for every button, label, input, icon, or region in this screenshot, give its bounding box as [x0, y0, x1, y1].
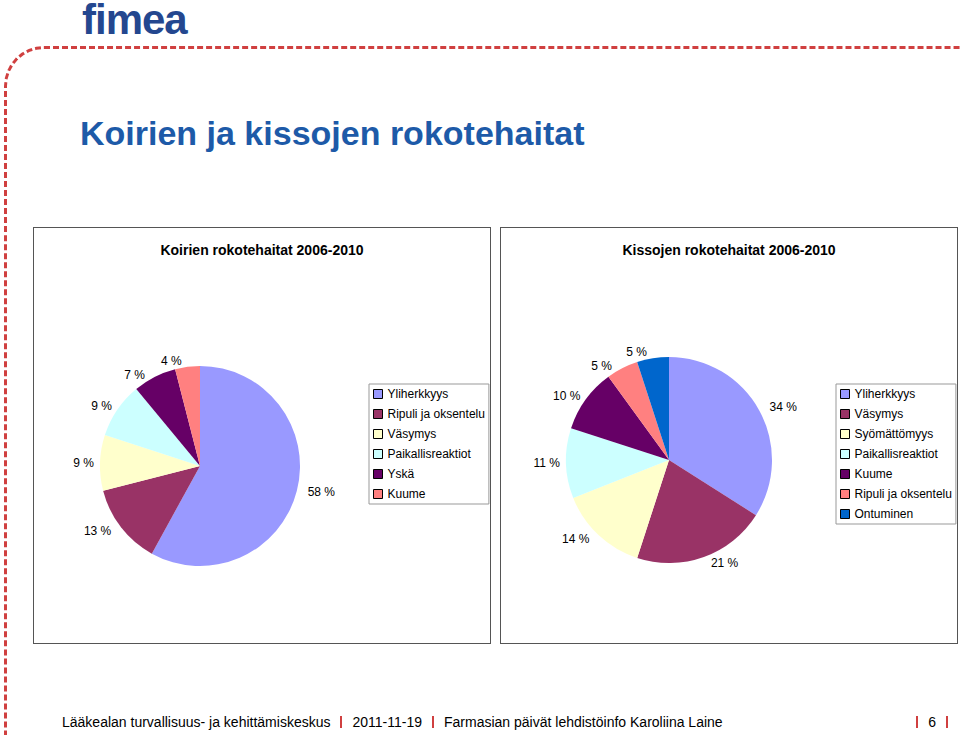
svg-text:Ontuminen: Ontuminen — [855, 507, 914, 521]
svg-text:Yliherkkyys: Yliherkkyys — [855, 387, 916, 401]
html-text:Farmasian päivät lehdistöinfo: Farmasian päivät lehdistöinfo Karoliina … — [444, 714, 723, 730]
svg-text:Kissojen rokotehaitat 2006-201: Kissojen rokotehaitat 2006-2010 — [622, 242, 835, 258]
svg-text:Ripuli ja oksentelu: Ripuli ja oksentelu — [855, 487, 952, 501]
svg-text:4 %: 4 % — [161, 354, 182, 368]
html-text:2011-11-19: 2011-11-19 — [352, 714, 422, 730]
svg-text:Kuume: Kuume — [388, 487, 426, 501]
svg-text:Kuume: Kuume — [855, 467, 893, 481]
svg-text:Koirien rokotehaitat 2006-2010: Koirien rokotehaitat 2006-2010 — [160, 242, 363, 258]
svg-text:13 %: 13 % — [84, 524, 112, 538]
svg-text:Väsymys: Väsymys — [855, 407, 904, 421]
html-text:Koirien ja kissojen rokotehait: Koirien ja kissojen rokotehaitat — [80, 114, 585, 152]
svg-text:Yliherkkyys: Yliherkkyys — [388, 387, 449, 401]
svg-text:7 %: 7 % — [124, 368, 145, 382]
svg-text:5 %: 5 % — [591, 359, 612, 373]
svg-text:34 %: 34 % — [770, 400, 798, 414]
html-text:Lääkealan turvallisuus- ja keh: Lääkealan turvallisuus- ja kehittämiskes… — [62, 714, 331, 730]
svg-text:11 %: 11 % — [534, 456, 561, 470]
html-text:6: 6 — [928, 714, 936, 730]
svg-text:10 %: 10 % — [553, 389, 581, 403]
svg-text:Syömättömyys: Syömättömyys — [855, 427, 934, 441]
svg-text:14 %: 14 % — [562, 532, 590, 546]
svg-text:58 %: 58 % — [308, 485, 336, 499]
svg-text:9 %: 9 % — [73, 456, 94, 470]
svg-text:21 %: 21 % — [711, 556, 739, 570]
svg-text:Paikallisreaktiot: Paikallisreaktiot — [855, 447, 939, 461]
svg-text:Yskä: Yskä — [388, 467, 415, 481]
svg-text:Väsymys: Väsymys — [388, 427, 437, 441]
svg-text:9 %: 9 % — [91, 399, 112, 413]
svg-text:Ripuli ja oksentelu: Ripuli ja oksentelu — [388, 407, 485, 421]
svg-text:Paikallisreaktiot: Paikallisreaktiot — [388, 447, 472, 461]
svg-text:5 %: 5 % — [626, 345, 647, 359]
